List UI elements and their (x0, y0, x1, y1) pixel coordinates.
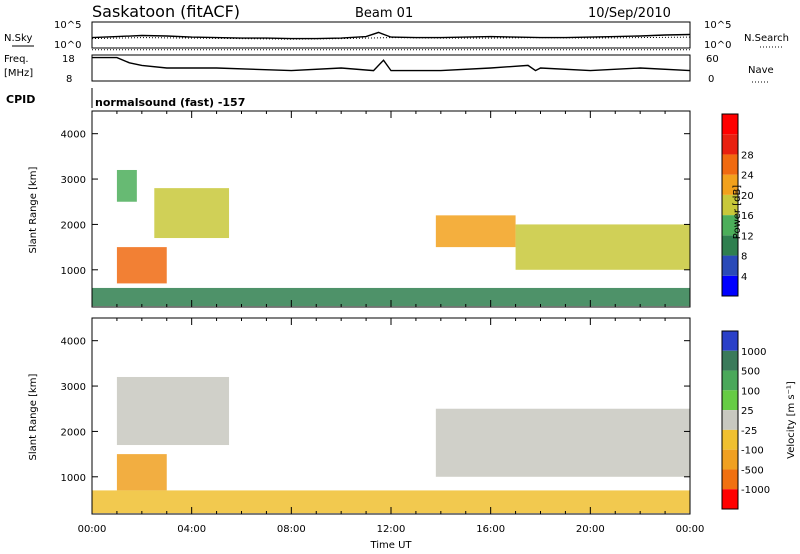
power-axes: 1000 2000 3000 4000 (61, 111, 691, 307)
beam-title: Beam 01 (355, 6, 413, 21)
date-title: 10/Sep/2010 (588, 6, 671, 21)
cpid-label: CPID (6, 93, 35, 106)
velocity-axes: 1000 2000 3000 4000 00:00 04:00 08:00 12:00 16:0… (61, 318, 705, 535)
colorbar-tick-5: 24 (741, 171, 754, 182)
colorbar-swatch-5 (722, 174, 738, 195)
power-data (92, 169, 690, 307)
time-axis-label: Time UT (369, 540, 412, 551)
colorbar-tick-3: 16 (741, 211, 754, 222)
power-ylabel: Slant Range [km] (28, 166, 39, 253)
colorbar-swatch-7 (722, 469, 738, 490)
nave-label: Nave (748, 65, 774, 76)
scatter-region-0 (116, 247, 167, 284)
noise-panel-frame (91, 21, 691, 49)
y-tick-label-3: 4000 (61, 130, 86, 141)
colorbar-swatch-1 (722, 350, 738, 371)
nsky-tick-bottom: 10^0 (54, 40, 81, 51)
scatter-region-3 (435, 215, 516, 248)
y-tick-label-2: 3000 (61, 382, 86, 393)
scatter-region-1 (116, 376, 230, 446)
colorbar-tick-6: 28 (741, 150, 754, 161)
colorbar-tick-6: -500 (741, 465, 764, 476)
colorbar-frame (721, 330, 739, 510)
velocity-colorbar-label: Velocity [m s⁻¹] (786, 381, 797, 459)
x-tick-label-2: 08:00 (277, 524, 306, 535)
colorbar-swatch-6 (722, 449, 738, 470)
series-line-0 (91, 31, 691, 40)
power-colorbar-label: Power [dB] (732, 185, 743, 240)
colorbar-tick-0: 4 (741, 272, 747, 283)
colorbar-tick-7: -1000 (741, 485, 770, 496)
colorbar-tick-3: 25 (741, 406, 754, 417)
series-line-1 (91, 36, 691, 40)
colorbar-tick-4: 20 (741, 191, 754, 202)
freq-tick-top: 18 (62, 54, 75, 65)
colorbar-swatch-7 (722, 134, 738, 155)
nsky-tick-top: 10^5 (54, 20, 81, 31)
y-tick-label-3: 4000 (61, 337, 86, 348)
station-title: Saskatoon (fitACF) (92, 2, 240, 21)
nsearch-tick-top: 10^5 (704, 20, 731, 31)
freq-panel-frame (91, 54, 691, 82)
y-tick-label-0: 1000 (61, 473, 86, 484)
y-tick-label-1: 2000 (61, 220, 86, 231)
colorbar-frame (721, 113, 739, 297)
scatter-region-0 (116, 454, 167, 491)
nsearch-label: N.Search (744, 33, 789, 44)
nsearch-tick-bottom: 10^0 (704, 40, 731, 51)
colorbar-tick-2: 100 (741, 386, 760, 397)
freq-tick-bottom: 8 (66, 74, 72, 85)
colorbar-swatch-0 (722, 331, 738, 351)
scatter-region-1 (116, 169, 137, 202)
x-tick-label-0: 00:00 (78, 524, 107, 535)
x-tick-label-6: 00:00 (676, 524, 705, 535)
series-line-0 (92, 56, 691, 72)
cpid-value: normalsound (fast) -157 (95, 96, 245, 109)
colorbar-tick-5: -100 (741, 446, 764, 457)
colorbar-swatch-4 (722, 410, 738, 430)
power-colorbar: 4 8 12 16 20 24 28 (721, 113, 754, 297)
colorbar-tick-1: 8 (741, 252, 747, 263)
x-tick-label-3: 12:00 (377, 524, 406, 535)
colorbar-swatch-6 (722, 154, 738, 175)
nsky-label: N.Sky (4, 33, 32, 44)
velocity-colorbar: 1000 500 100 25 -25 -100 -500 -1000 (721, 330, 770, 510)
scatter-region-2 (154, 188, 230, 239)
velocity-data (92, 376, 690, 514)
x-tick-label-1: 04:00 (177, 524, 206, 535)
noise-series (91, 31, 691, 40)
nave-tick-top: 60 (706, 54, 719, 65)
nave-tick-bottom: 0 (708, 74, 714, 85)
colorbar-swatch-3 (722, 390, 738, 411)
colorbar-swatch-8 (722, 489, 738, 509)
scatter-region-5 (92, 287, 690, 307)
freq-label-1: Freq. (4, 54, 29, 65)
colorbar-swatch-2 (722, 370, 738, 391)
scatter-region-3 (92, 490, 690, 514)
freq-label-2: [MHz] (4, 68, 33, 79)
colorbar-tick-2: 12 (741, 231, 754, 242)
velocity-ylabel: Slant Range [km] (28, 373, 39, 460)
colorbar-swatch-2 (722, 235, 738, 256)
y-tick-label-2: 3000 (61, 175, 86, 186)
colorbar-swatch-8 (722, 114, 738, 135)
colorbar-tick-1: 500 (741, 367, 760, 378)
colorbar-swatch-1 (722, 255, 738, 276)
x-tick-label-4: 16:00 (476, 524, 505, 535)
x-tick-label-5: 20:00 (576, 524, 605, 535)
scatter-region-2 (435, 408, 690, 477)
colorbar-swatch-4 (722, 194, 738, 216)
freq-series (92, 49, 691, 72)
y-tick-label-0: 1000 (61, 266, 86, 277)
colorbar-tick-4: -25 (741, 426, 757, 437)
colorbar-swatch-0 (722, 275, 738, 296)
colorbar-swatch-3 (722, 215, 738, 236)
scatter-region-4 (515, 224, 690, 270)
colorbar-swatch-5 (722, 429, 738, 450)
colorbar-tick-0: 1000 (741, 347, 766, 358)
y-tick-label-1: 2000 (61, 427, 86, 438)
